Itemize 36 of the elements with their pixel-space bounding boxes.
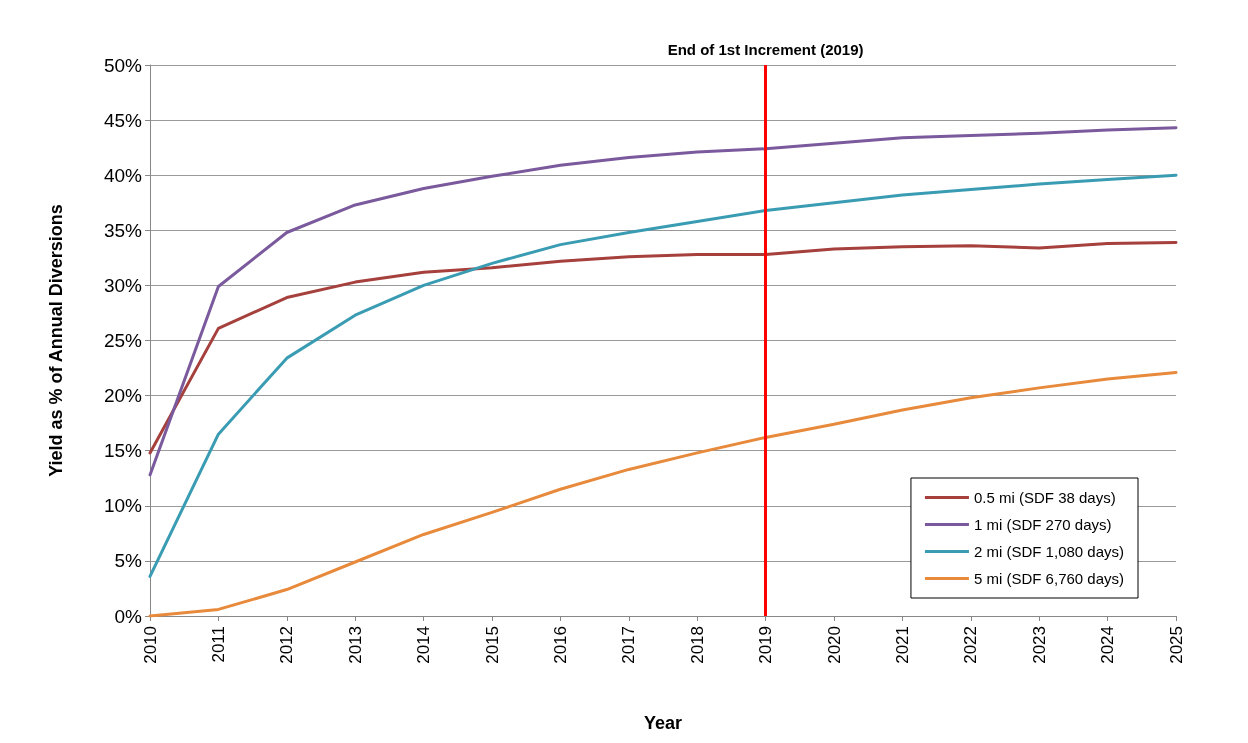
x-tick-label: 2018 <box>687 626 707 664</box>
x-axis-title: Year <box>643 713 683 733</box>
legend-label: 1 mi (SDF 270 days) <box>973 516 1112 533</box>
legend-label: 5 mi (SDF 6,760 days) <box>973 570 1125 587</box>
x-tick-label: 2022 <box>961 626 981 664</box>
y-tick-label: 5% <box>114 550 143 572</box>
x-tick-label: 2015 <box>482 626 502 664</box>
y-tick-label: 50% <box>103 54 143 76</box>
ref-line-label: End of 1st Increment (2019) <box>667 41 864 58</box>
x-tick-label: 2010 <box>140 626 160 664</box>
y-tick-label: 30% <box>103 274 143 296</box>
legend-label: 0.5 mi (SDF 38 days) <box>973 489 1116 506</box>
line-series <box>148 240 1178 455</box>
x-tick-label: 2023 <box>1029 626 1049 664</box>
y-tick-label: 10% <box>103 495 143 517</box>
legend-label: 2 mi (SDF 1,080 days) <box>973 543 1125 560</box>
x-tick-label: 2013 <box>345 626 365 664</box>
y-tick-label: 40% <box>103 164 143 186</box>
y-tick-label: 20% <box>103 385 143 407</box>
y-axis-title: Yield as % of Annual Diversions <box>46 204 66 477</box>
x-tick-label: 2014 <box>414 626 434 664</box>
y-tick-label: 0% <box>114 605 143 627</box>
x-tick-label: 2016 <box>550 626 570 664</box>
x-tick-label: 2012 <box>277 626 297 664</box>
y-tick-label: 35% <box>103 219 143 241</box>
x-tick-label: 2020 <box>824 626 844 664</box>
x-tick-label: 2017 <box>619 626 639 664</box>
x-tick-label: 2025 <box>1166 626 1186 664</box>
y-tick-label: 45% <box>103 109 143 131</box>
x-tick-label: 2024 <box>1098 626 1118 664</box>
x-tick-label: 2021 <box>892 626 912 664</box>
y-tick-label: 25% <box>103 330 143 351</box>
x-tick-label: 2019 <box>756 626 776 664</box>
y-tick-label: 15% <box>103 440 143 462</box>
x-tick-label: 2011 <box>208 626 228 663</box>
line-series <box>148 126 1178 477</box>
